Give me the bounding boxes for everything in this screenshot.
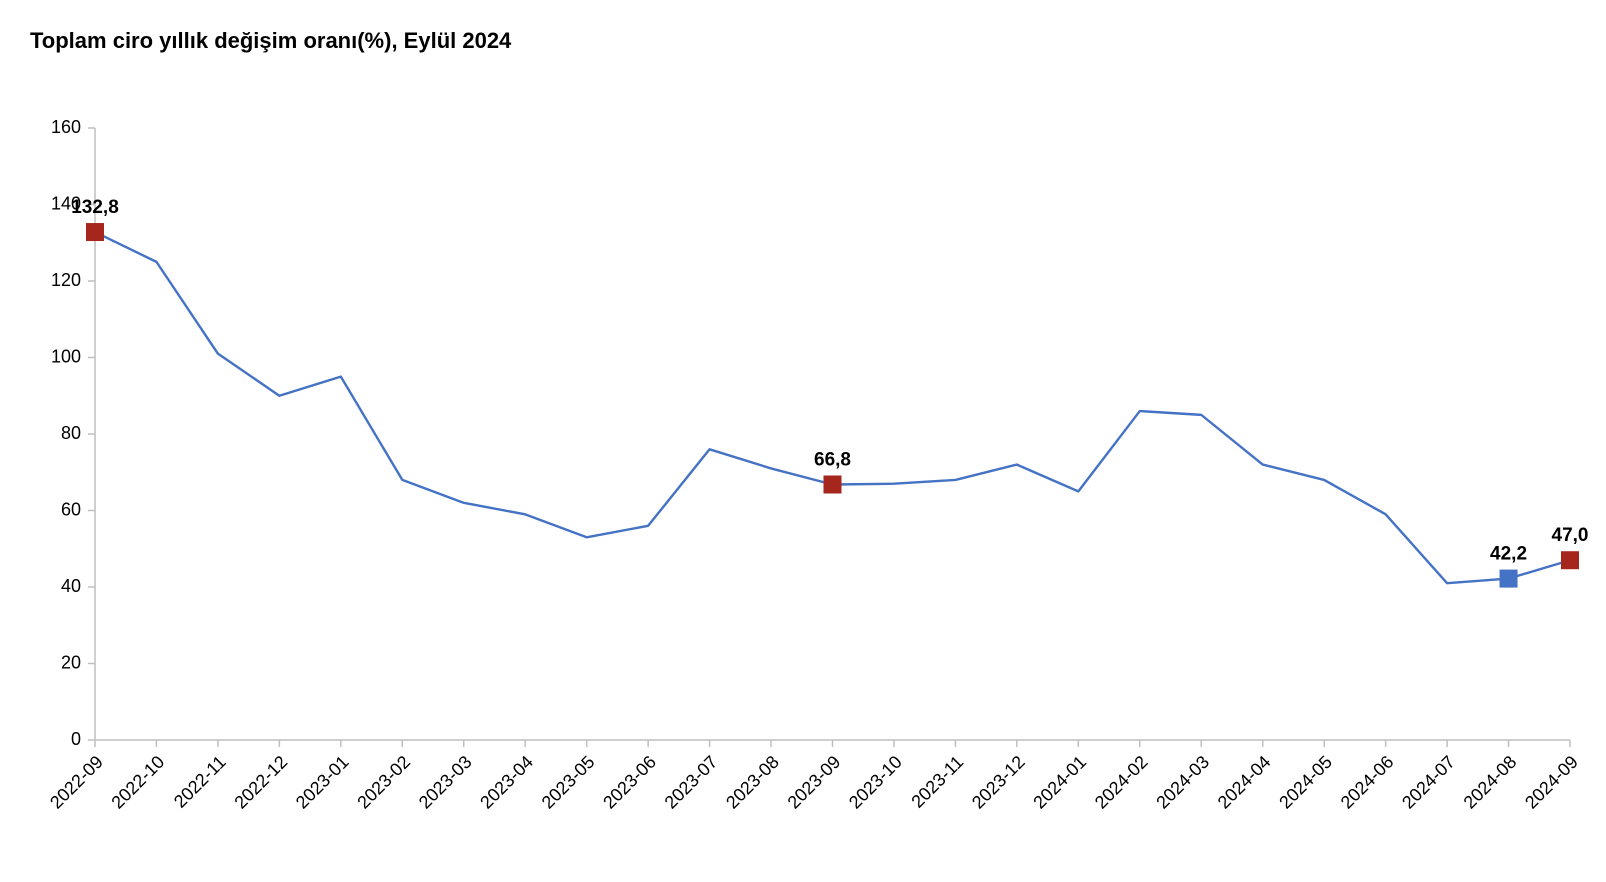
svg-text:2023-01: 2023-01 <box>292 752 353 813</box>
svg-text:2023-09: 2023-09 <box>784 752 845 813</box>
svg-text:2024-02: 2024-02 <box>1091 752 1152 813</box>
y-tick-label: 0 <box>71 729 81 749</box>
svg-text:2023-10: 2023-10 <box>845 752 906 813</box>
svg-text:2023-05: 2023-05 <box>538 752 599 813</box>
data-label: 132,8 <box>71 197 119 218</box>
x-tick-label: 2023-09 <box>784 752 845 813</box>
svg-text:2024-07: 2024-07 <box>1398 752 1459 813</box>
svg-text:2023-07: 2023-07 <box>661 752 722 813</box>
x-tick-label: 2023-05 <box>538 752 599 813</box>
svg-text:2022-09: 2022-09 <box>46 752 107 813</box>
x-tick-label: 2022-10 <box>107 752 168 813</box>
y-tick-label: 20 <box>61 652 81 672</box>
svg-text:2023-08: 2023-08 <box>722 752 783 813</box>
svg-text:2024-01: 2024-01 <box>1029 752 1090 813</box>
line-chart: 0204060801001201401602022-092022-102022-… <box>0 0 1606 882</box>
svg-text:2022-11: 2022-11 <box>170 752 230 812</box>
x-tick-label: 2023-06 <box>599 752 660 813</box>
chart-container: Toplam ciro yıllık değişim oranı(%), Eyl… <box>0 0 1606 882</box>
x-tick-label: 2023-12 <box>968 752 1029 813</box>
series-line <box>95 232 1570 583</box>
x-tick-label: 2022-11 <box>170 752 230 812</box>
x-tick-label: 2023-08 <box>722 752 783 813</box>
svg-text:2023-03: 2023-03 <box>415 752 476 813</box>
svg-text:2023-06: 2023-06 <box>599 752 660 813</box>
data-marker <box>86 223 104 241</box>
x-tick-label: 2022-12 <box>230 752 291 813</box>
data-label: 42,2 <box>1490 544 1527 565</box>
x-tick-label: 2023-04 <box>476 752 537 813</box>
y-tick-label: 160 <box>51 117 81 137</box>
x-tick-label: 2024-06 <box>1337 752 1398 813</box>
x-tick-label: 2023-10 <box>845 752 906 813</box>
x-tick-label: 2024-05 <box>1275 752 1336 813</box>
x-tick-label: 2024-01 <box>1029 752 1090 813</box>
x-tick-label: 2024-02 <box>1091 752 1152 813</box>
data-marker <box>1561 551 1579 569</box>
x-tick-label: 2024-04 <box>1214 752 1275 813</box>
x-tick-label: 2024-03 <box>1152 752 1213 813</box>
y-tick-label: 100 <box>51 346 81 366</box>
svg-text:2024-08: 2024-08 <box>1460 752 1521 813</box>
data-marker <box>824 475 842 493</box>
data-marker <box>1500 570 1518 588</box>
x-tick-label: 2023-03 <box>415 752 476 813</box>
x-tick-label: 2024-09 <box>1521 752 1582 813</box>
x-tick-label: 2023-02 <box>353 752 414 813</box>
svg-text:2024-06: 2024-06 <box>1337 752 1398 813</box>
x-tick-label: 2023-01 <box>292 752 353 813</box>
svg-text:2024-03: 2024-03 <box>1152 752 1213 813</box>
y-tick-label: 40 <box>61 576 81 596</box>
x-tick-label: 2023-07 <box>661 752 722 813</box>
svg-text:2023-02: 2023-02 <box>353 752 414 813</box>
y-tick-label: 120 <box>51 270 81 290</box>
svg-text:2022-12: 2022-12 <box>230 752 291 813</box>
svg-text:2024-04: 2024-04 <box>1214 752 1275 813</box>
x-tick-label: 2023-11 <box>907 752 967 812</box>
svg-text:2023-04: 2023-04 <box>476 752 537 813</box>
data-label: 66,8 <box>814 449 851 470</box>
y-tick-label: 60 <box>61 499 81 519</box>
svg-text:2024-09: 2024-09 <box>1521 752 1582 813</box>
svg-text:2023-12: 2023-12 <box>968 752 1029 813</box>
x-tick-label: 2024-07 <box>1398 752 1459 813</box>
y-tick-label: 80 <box>61 423 81 443</box>
x-tick-label: 2022-09 <box>46 752 107 813</box>
svg-text:2023-11: 2023-11 <box>907 752 967 812</box>
svg-text:2024-05: 2024-05 <box>1275 752 1336 813</box>
x-tick-label: 2024-08 <box>1460 752 1521 813</box>
data-label: 47,0 <box>1552 525 1589 546</box>
svg-text:2022-10: 2022-10 <box>107 752 168 813</box>
